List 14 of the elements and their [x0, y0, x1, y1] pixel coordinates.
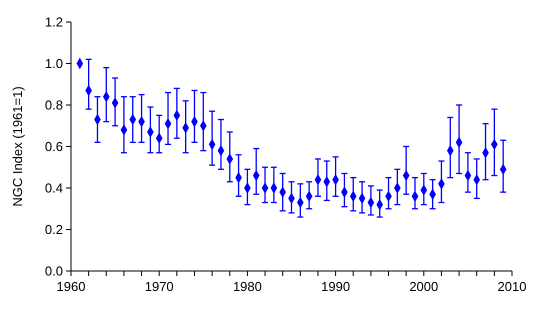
x-tick-label: 1970: [144, 279, 174, 294]
y-tick-label: 0.2: [44, 222, 63, 238]
x-tick-label: 2000: [409, 279, 438, 294]
y-axis-title: NGC Index (1961=1): [10, 86, 25, 207]
x-tick-label: 2010: [498, 279, 526, 294]
y-tick-label: 0.6: [44, 139, 63, 154]
y-tick-label: 0.8: [44, 98, 63, 113]
x-tick-label: 1960: [56, 279, 86, 294]
x-tick-label: 1980: [232, 279, 262, 294]
y-tick-label: 1.0: [44, 56, 63, 72]
y-tick-label: 0.0: [44, 264, 63, 279]
y-tick-label: 0.4: [44, 180, 63, 196]
y-tick-label: 1.2: [44, 14, 63, 30]
x-tick-label: 1990: [321, 279, 350, 294]
